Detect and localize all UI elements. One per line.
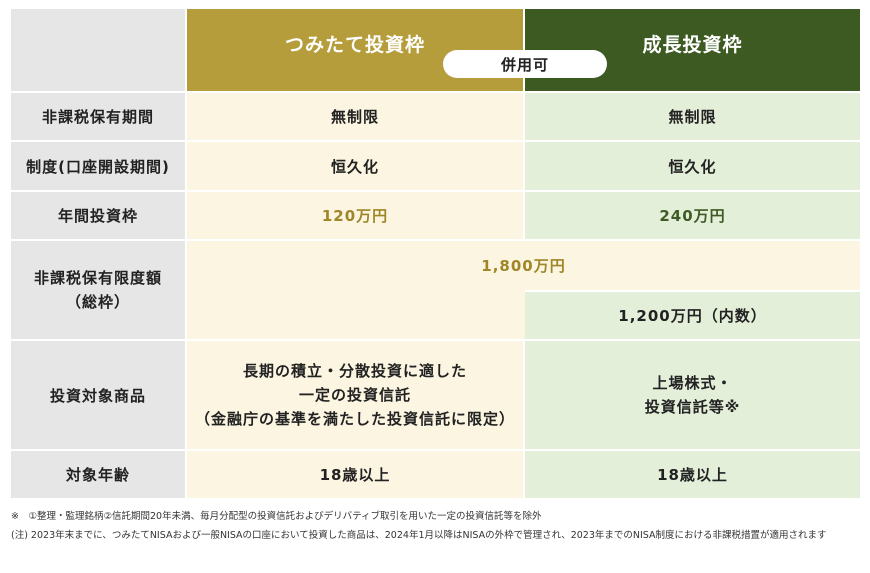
label-shohin: 投資対象商品 [11,341,185,449]
tsumitate-nenkan: 120万円 [187,192,523,239]
label-gendo: 非課税保有限度額 （総枠） [11,241,185,339]
gendo-total: 1,800万円 [187,241,860,290]
label-gendo-line2: （総枠） [65,293,130,311]
seicho-shohin: 上場株式・ 投資信託等※ [525,341,860,449]
label-nenkan: 年間投資枠 [11,192,185,239]
tsumitate-seido: 恒久化 [187,142,523,190]
label-seido: 制度(口座開設期間) [11,142,185,190]
label-gendo-line1: 非課税保有限度額 [33,269,162,287]
tsumitate-gendo-blank [187,290,525,339]
footnotes: ※ ①整理・監理銘柄②信託期間20年未満、毎月分配型の投資信託およびデリバティブ… [11,507,863,545]
seicho-shohin-line1: 上場株式・ [652,374,733,392]
tsumitate-shohin-line1: 長期の積立・分散投資に適した [242,362,467,380]
tsumitate-shohin-line3: （金融庁の基準を満たした投資信託に限定） [194,410,515,428]
tsumitate-shohin-line2: 一定の投資信託 [298,386,411,404]
label-hikazei-kikan: 非課税保有期間 [11,93,185,140]
header-empty-cell [11,9,185,91]
seicho-shohin-line2: 投資信託等※ [644,398,741,416]
seicho-seido: 恒久化 [525,142,860,190]
tsumitate-nenrei: 18歳以上 [187,451,523,498]
footnote-2: (注) 2023年末までに、つみたてNISAおよび一般NISAの口座において投資… [11,530,827,541]
heiyo-badge: 併用可 [443,50,607,78]
seicho-nenkan: 240万円 [525,192,860,239]
seicho-nenrei: 18歳以上 [525,451,860,498]
seicho-hikazei-kikan: 無制限 [525,93,860,140]
tsumitate-hikazei-kikan: 無制限 [187,93,523,140]
footnote-1: ※ ①整理・監理銘柄②信託期間20年未満、毎月分配型の投資信託およびデリバティブ… [11,511,542,522]
tsumitate-shohin: 長期の積立・分散投資に適した 一定の投資信託 （金融庁の基準を満たした投資信託に… [187,341,523,449]
seicho-gendo: 1,200万円（内数） [525,292,860,339]
label-nenrei: 対象年齢 [11,451,185,498]
